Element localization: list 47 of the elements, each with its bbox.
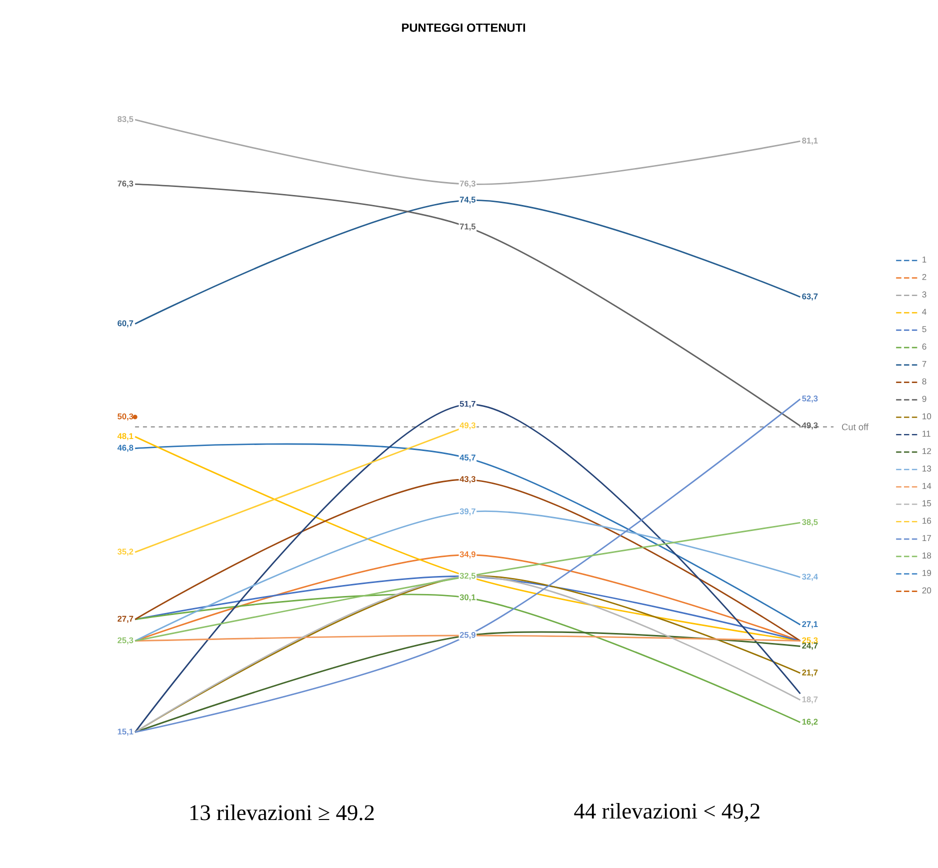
legend-label: 16 <box>922 518 932 524</box>
data-label: 60,7 <box>118 320 134 328</box>
legend-label: 13 <box>922 466 932 472</box>
legend-label: 12 <box>922 448 931 454</box>
legend-label: 18 <box>922 552 932 559</box>
chart-title: PUNTEGGI OTTENUTI <box>402 24 526 32</box>
legend-label: 3 <box>922 291 926 298</box>
legend-label: 19 <box>922 570 932 576</box>
legend-label: 9 <box>922 396 926 402</box>
legend-label: 14 <box>922 483 932 489</box>
legend-label: 6 <box>922 344 926 350</box>
data-label: 16,2 <box>802 718 818 726</box>
legend-label: 8 <box>922 378 926 385</box>
data-label: 46,8 <box>117 444 134 452</box>
legend-label: 2 <box>922 274 926 280</box>
data-label: 83,5 <box>118 116 134 124</box>
data-label: 32,4 <box>802 574 818 581</box>
data-label: 21,7 <box>802 670 818 677</box>
data-label: 25,3 <box>118 637 134 644</box>
data-label: 18,7 <box>802 696 818 704</box>
text: 13 rilevazioni ≥ 49.2 <box>190 804 374 820</box>
legend-label: 17 <box>922 535 931 542</box>
legend-label: 4 <box>922 308 926 315</box>
data-label: 50,3 <box>118 414 134 421</box>
ref-line-label: Cut off <box>842 424 869 430</box>
data-label: 76,3 <box>118 180 134 188</box>
data-label: 49,3 <box>802 422 818 430</box>
data-label: 35,2 <box>118 548 134 556</box>
data-label: 25,3 <box>802 637 818 644</box>
legend-label: 15 <box>922 500 932 506</box>
data-label: 52,3 <box>802 396 818 403</box>
text: 44 rilevazioni < 49,2 <box>574 803 760 822</box>
legend-label: 5 <box>922 326 926 332</box>
data-label: 38,5 <box>802 519 818 526</box>
legend-label: 1 <box>922 256 926 263</box>
point <box>132 414 138 420</box>
legend-label: 7 <box>922 361 926 367</box>
data-label: 15,1 <box>118 728 134 736</box>
legend-label: 11 <box>922 430 930 437</box>
data-label: 24,7 <box>802 642 818 650</box>
data-label: 27,1 <box>802 621 818 628</box>
data-label: 27,7 <box>118 616 134 624</box>
data-label: 48,1 <box>117 433 134 440</box>
legend-label: 10 <box>922 413 932 420</box>
data-label: 81,1 <box>802 138 818 145</box>
data-label: 63,7 <box>802 294 818 301</box>
legend-label: 20 <box>922 587 932 594</box>
